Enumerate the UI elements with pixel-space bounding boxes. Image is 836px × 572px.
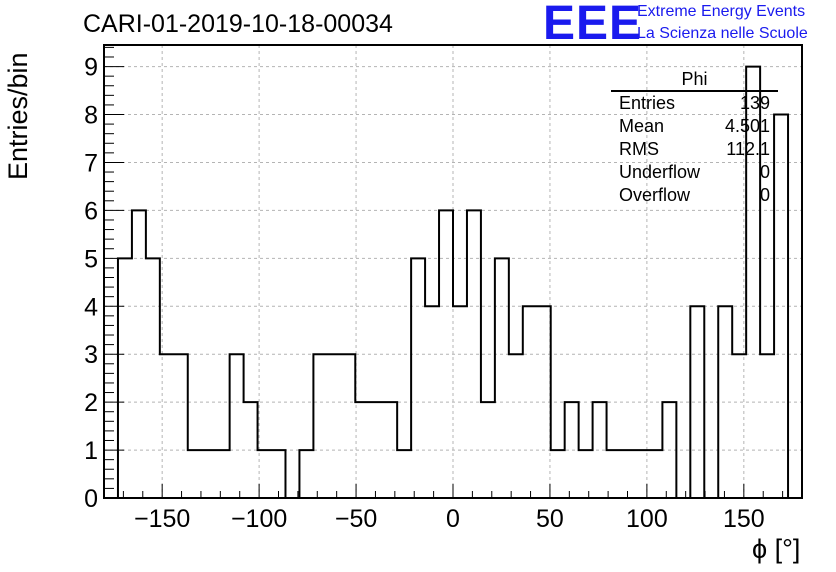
stats-row: Entries 139 [611,92,778,115]
y-tick-label: 3 [84,341,98,369]
x-tick-label: 150 [723,505,765,533]
stats-value: 112.1 [726,139,770,159]
logo-line-1: Extreme Energy Events [637,3,806,20]
stats-key: Overflow [619,185,691,205]
plot-title: CARI-01-2019-10-18-00034 [83,10,393,38]
eee-logo: EEE [543,0,643,50]
axis-ticks: −150 −100 −50 0 50 100 150 0 1 2 3 4 5 6 7 8 9 [84,46,784,533]
stats-row: Mean 4.501 [611,115,778,138]
stats-title: Phi [681,69,708,89]
y-axis-label: Entries/bin [3,52,33,180]
y-tick-label: 7 [84,149,98,177]
logo-line-2: La Scienza nelle Scuole [637,25,808,42]
y-tick-label: 0 [84,485,98,513]
stats-divider [611,90,778,92]
x-tick-label: 100 [626,505,668,533]
stats-key: Underflow [619,162,701,182]
y-tick-label: 8 [84,102,98,130]
x-tick-label: −50 [335,505,377,533]
y-tick-label: 4 [84,293,98,321]
x-axis-label: ϕ [°] [752,534,801,564]
x-tick-label: −150 [134,505,190,533]
stats-key: Mean [619,116,665,136]
stats-value: 4.501 [724,116,770,136]
stats-box: Phi Entries 139 Mean 4.501 RMS 112.1 Underf… [611,68,778,207]
x-tick-label: −100 [231,505,287,533]
stats-value: 0 [759,185,770,205]
stats-row: RMS 112.1 [611,138,778,161]
y-tick-label: 6 [84,197,98,225]
stats-value: 0 [759,162,770,182]
stats-value: 139 [739,93,770,113]
stats-row: Overflow 0 [611,184,778,207]
stats-key: Entries [619,93,676,113]
y-tick-label: 2 [84,389,98,417]
x-tick-label: 0 [446,505,460,533]
x-tick-label: 50 [536,505,564,533]
stats-key: RMS [619,139,659,159]
stats-row: Underflow 0 [611,161,778,184]
y-tick-label: 1 [84,437,98,465]
y-tick-label: 5 [84,245,98,273]
y-tick-label: 9 [84,54,98,82]
histogram-line [104,65,802,499]
